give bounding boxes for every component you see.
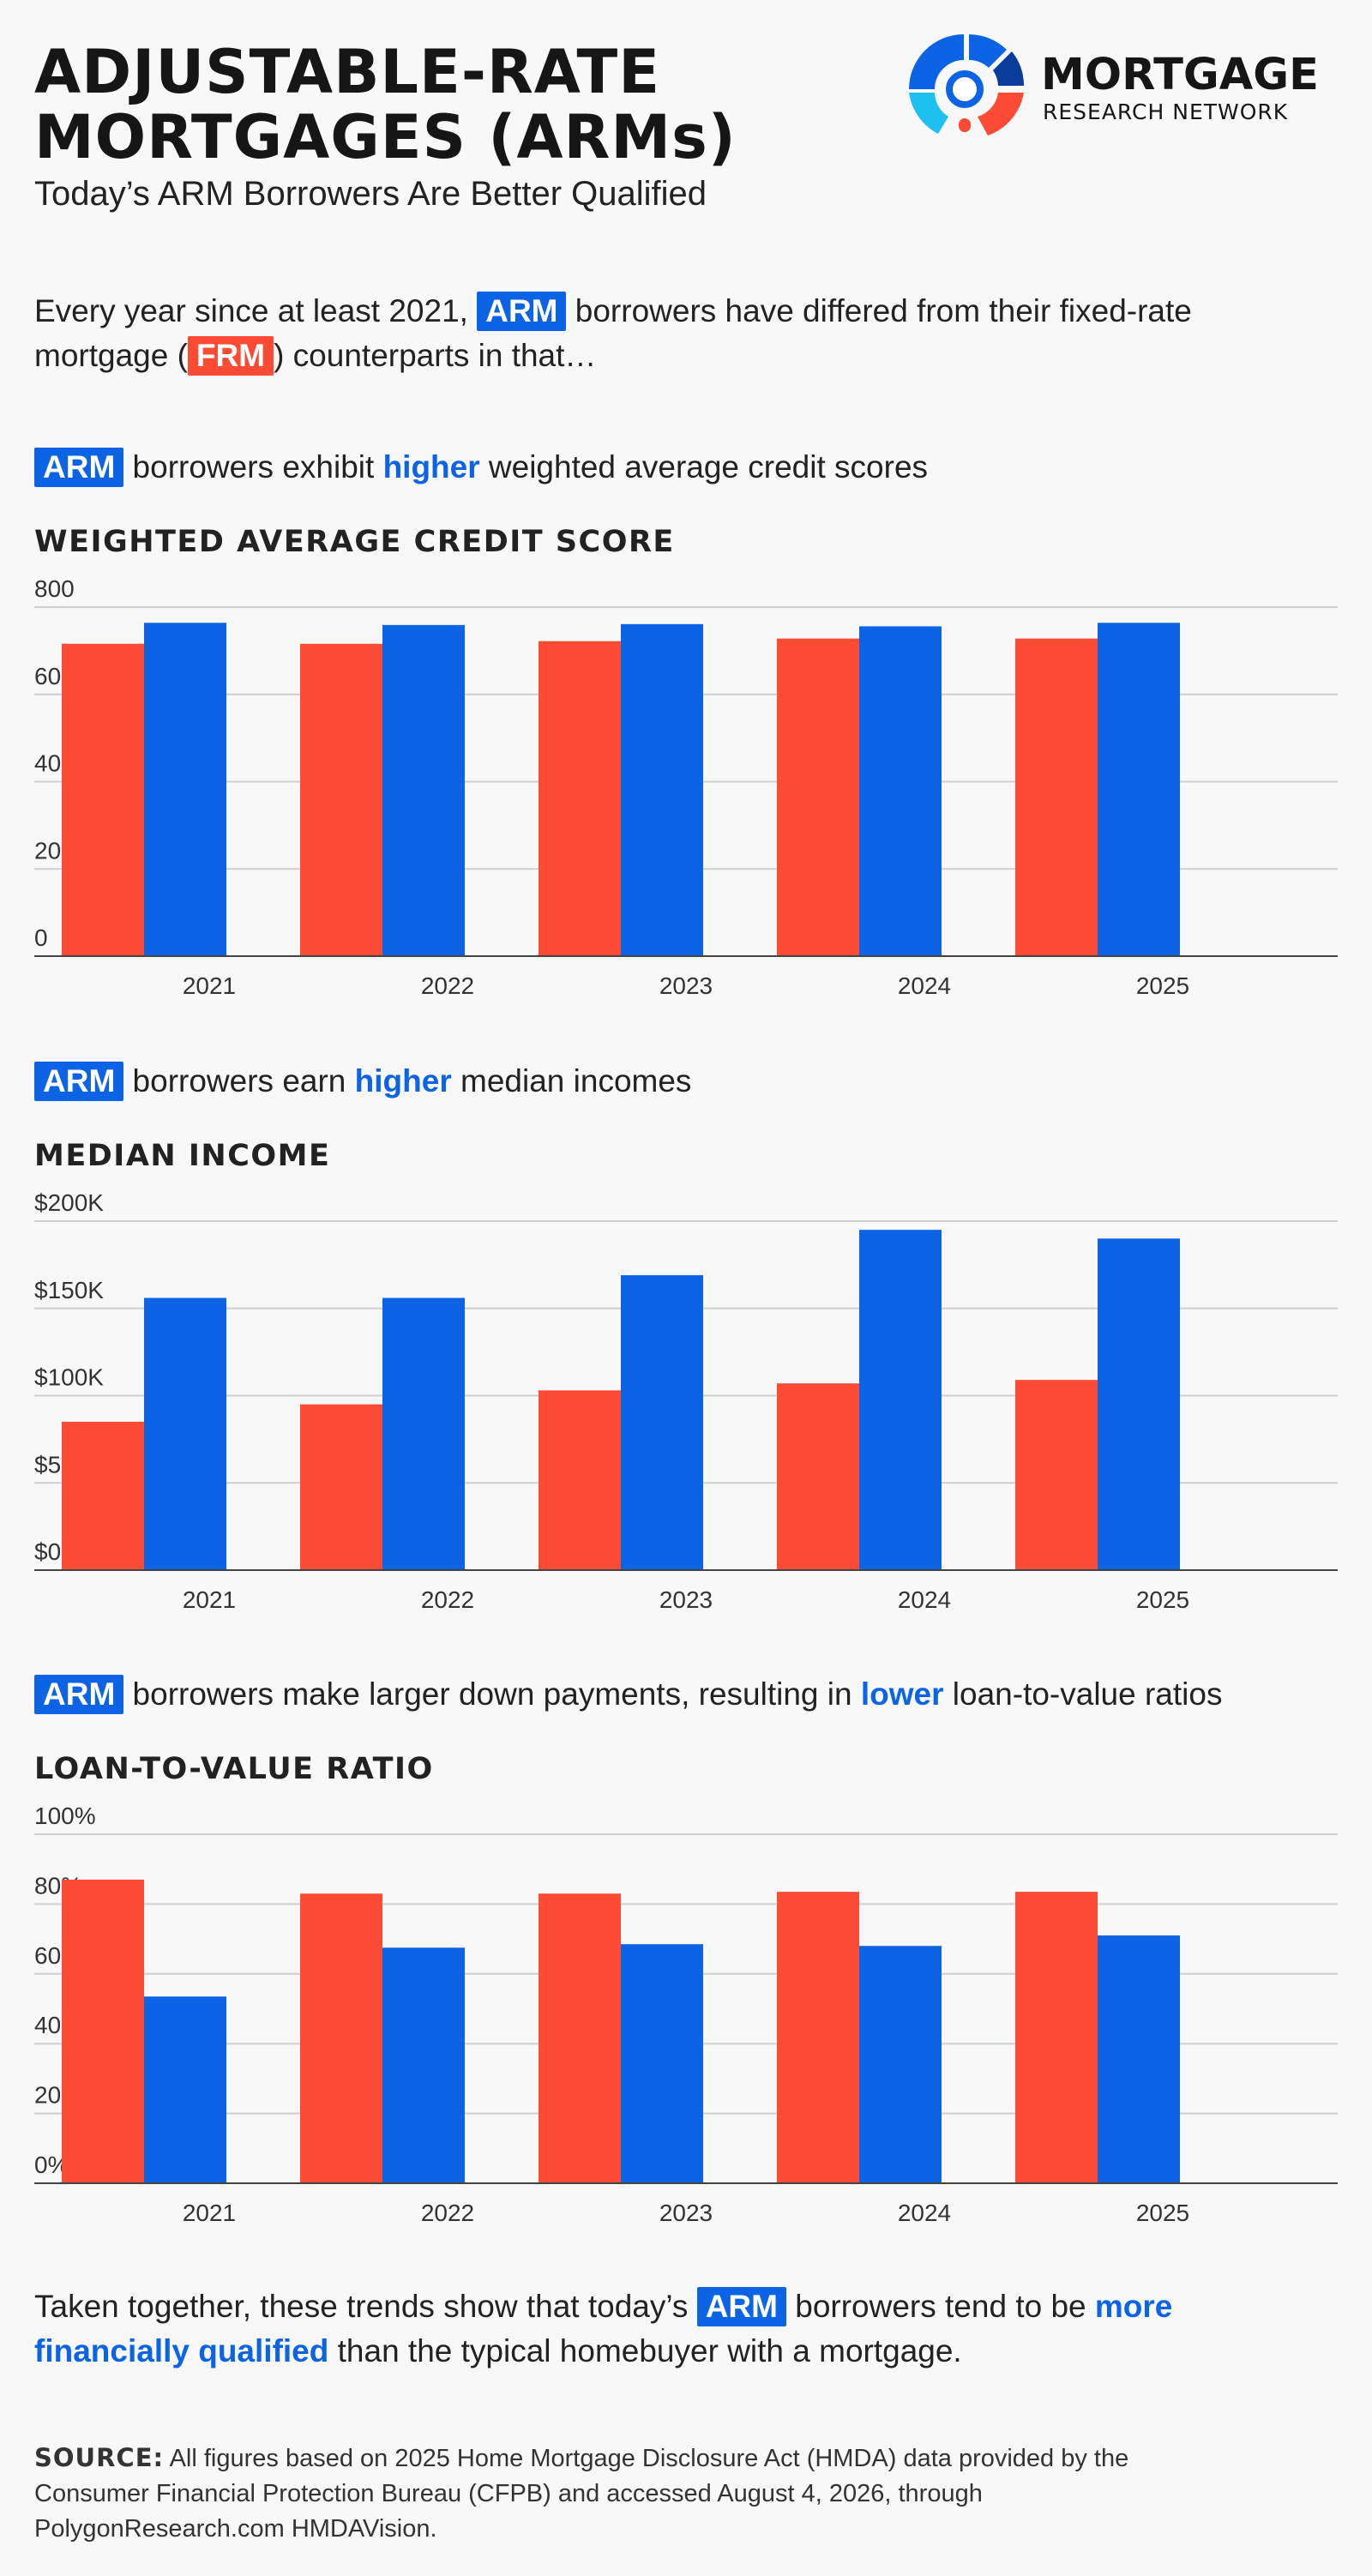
y-tick-label: $100K (34, 1364, 104, 1391)
bar-arm-2024 (859, 1230, 942, 1570)
x-tick-label: 2021 (183, 1586, 236, 1613)
conclusion-paragraph: Taken together, these trends show that t… (34, 2287, 1173, 2368)
x-tick-label: 2025 (1136, 2200, 1189, 2226)
y-tick-label: $150K (34, 1277, 104, 1303)
logo-name: MORTGAGE (1041, 50, 1319, 100)
source-label: SOURCE: (34, 2443, 165, 2472)
x-tick-label: 2023 (659, 1586, 713, 1613)
bar-frm-2023 (539, 1390, 621, 1570)
frm-chip: FRM (187, 336, 274, 376)
bar-arm-2025 (1098, 623, 1180, 956)
bar-frm-2024 (777, 1892, 859, 2183)
credit-chart-title: WEIGHTED AVERAGE CREDIT SCORE (34, 525, 675, 559)
section-income-heading: ARM borrowers earn higher median incomes (34, 1059, 691, 1104)
x-tick-label: 2024 (898, 972, 951, 999)
page-title: ADJUSTABLE-RATE MORTGAGES (ARMs) (34, 39, 737, 170)
x-tick-label: 2025 (1136, 1586, 1189, 1613)
bar-arm-2023 (621, 623, 703, 956)
x-tick-label: 2025 (1136, 972, 1189, 999)
bar-frm-2025 (1015, 638, 1098, 956)
bar-arm-2024 (859, 626, 942, 956)
x-tick-label: 2022 (421, 2200, 474, 2226)
loan-to-value-chart: 0%20%40%60%80%100%2021 2022 2023 2024 2025 (34, 1803, 1338, 2226)
bar-arm-2024 (859, 1946, 942, 2183)
bar-frm-2023 (539, 1893, 621, 2183)
bar-arm-2023 (621, 1275, 703, 1570)
bar-frm-2024 (777, 638, 859, 956)
x-tick-label: 2023 (659, 2200, 713, 2226)
ltv-chart-title: LOAN-TO-VALUE RATIO (34, 1752, 434, 1786)
title-line-1: ADJUSTABLE-RATE (34, 37, 661, 107)
y-tick-label: $200K (34, 1189, 104, 1216)
source-note: SOURCE: All figures based on 2025 Home M… (34, 2441, 1183, 2547)
median-income-chart: $0$50K$100K$150K$200K2021202220232024202… (34, 1189, 1338, 1613)
bar-frm-2024 (777, 1383, 859, 1570)
bar-arm-2025 (1098, 1238, 1180, 1570)
title-line-2: MORTGAGES (ARMs) (34, 102, 737, 172)
bar-frm-2022 (300, 643, 382, 956)
bar-arm-2025 (1098, 1935, 1180, 2183)
mortgage-research-network-logo: MORTGAGE RESEARCH NETWORK (906, 33, 1351, 135)
income-chart-title: MEDIAN INCOME (34, 1139, 331, 1173)
x-tick-label: 2024 (898, 1586, 951, 1613)
x-tick-label: 2024 (898, 2200, 951, 2226)
page-subtitle: Today’s ARM Borrowers Are Better Qualifi… (34, 175, 707, 213)
bar-frm-2022 (300, 1893, 382, 2183)
bar-frm-2022 (300, 1404, 382, 1570)
arm-chip: ARM (34, 1062, 124, 1101)
x-tick-label: 2022 (421, 1586, 474, 1613)
bar-frm-2021 (62, 1422, 144, 1570)
bar-arm-2021 (144, 623, 226, 956)
section-ltv-heading: ARM borrowers make larger down payments,… (34, 1672, 1222, 1717)
x-tick-label: 2021 (183, 972, 236, 999)
intro-paragraph: Every year since at least 2021, ARM borr… (34, 289, 1355, 378)
bar-frm-2025 (1015, 1380, 1098, 1570)
arm-chip: ARM (34, 1675, 124, 1714)
logo-mark-icon (909, 34, 1024, 135)
y-tick-label: 100% (34, 1803, 96, 1829)
arm-chip: ARM (477, 292, 567, 331)
bar-arm-2021 (144, 1996, 226, 2183)
x-tick-label: 2021 (183, 2200, 236, 2226)
bar-arm-2022 (382, 1297, 465, 1570)
bar-arm-2023 (621, 1944, 703, 2183)
section-credit-heading: ARM borrowers exhibit higher weighted av… (34, 445, 928, 490)
bar-frm-2023 (539, 641, 621, 956)
bar-arm-2022 (382, 1947, 465, 2183)
bar-frm-2021 (62, 1879, 144, 2183)
source-text: All figures based on 2025 Home Mortgage … (34, 2445, 1129, 2543)
bar-arm-2021 (144, 1297, 226, 1570)
bar-frm-2025 (1015, 1892, 1098, 2183)
y-tick-label: $0 (34, 1538, 61, 1565)
x-tick-label: 2022 (421, 972, 474, 999)
bar-arm-2022 (382, 624, 465, 956)
bar-frm-2021 (62, 643, 144, 956)
arm-chip: ARM (34, 448, 124, 487)
logo-subtitle: RESEARCH NETWORK (1043, 99, 1289, 124)
y-tick-label: 800 (34, 575, 75, 602)
y-tick-label: 0 (34, 924, 48, 951)
x-tick-label: 2023 (659, 972, 713, 999)
arm-chip: ARM (696, 2287, 786, 2326)
